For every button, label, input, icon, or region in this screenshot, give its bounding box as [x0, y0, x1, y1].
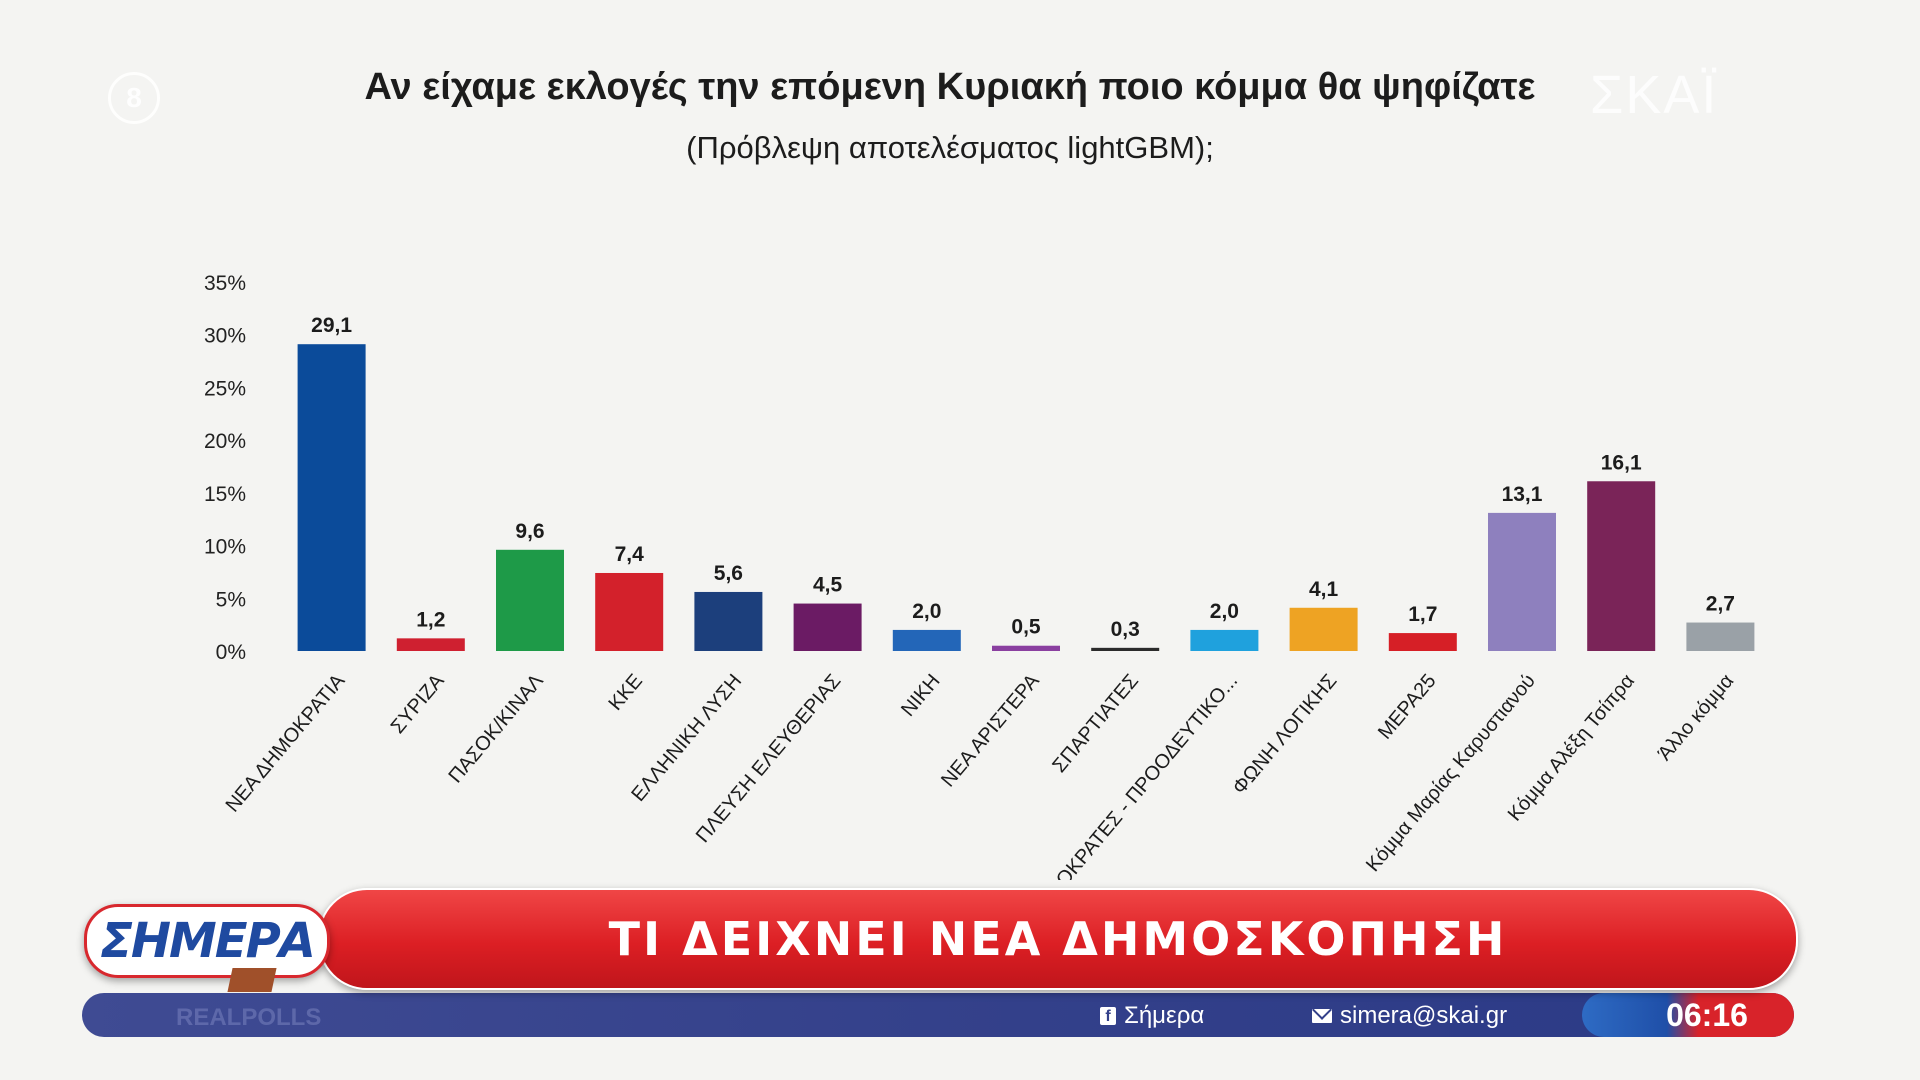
bar-value-label: 2,7: [1706, 593, 1735, 616]
bar: [1190, 629, 1259, 651]
y-tick-label: 30%: [204, 325, 246, 348]
show-logo: ΣΗΜΕΡΑ: [84, 904, 330, 978]
headline-text: ΤΙ ΔΕΙΧΝΕΙ ΝΕΑ ΔΗΜΟΣΚΟΠΗΣΗ: [608, 912, 1508, 966]
bar-value-label: 5,6: [714, 562, 743, 585]
chart-title: Αν είχαμε εκλογές την επόμενη Κυριακή πο…: [364, 66, 1536, 108]
y-tick-label: 0%: [216, 641, 246, 664]
bar-value-label: 2,0: [1210, 600, 1239, 623]
bar: [496, 549, 564, 651]
bar-value-label: 0,5: [1011, 616, 1041, 639]
bar-chart: 0% 5% 10% 15% 20% 25% 30% 35% 29,1 ΝΕΑ ΔΗΜΟΚΡΑΤΙΑ…: [204, 272, 1755, 880]
bar: [1388, 633, 1457, 651]
realpolls-watermark: REALPOLLS: [176, 1004, 322, 1031]
bar: [396, 638, 465, 651]
clock-time: 06:16: [1666, 997, 1748, 1033]
ticker-bar: [82, 993, 1794, 1037]
category-label: ΝΙΚΗ: [897, 670, 945, 721]
logo-brick-decoration: [227, 968, 277, 992]
bar: [694, 591, 763, 651]
bar: [1091, 647, 1160, 651]
bar: [1488, 512, 1556, 651]
bar-value-label: 1,7: [1408, 603, 1437, 626]
bar: [1289, 607, 1358, 651]
y-tick-label: 10%: [204, 536, 246, 559]
bar: [1686, 622, 1755, 651]
y-tick-label: 20%: [204, 430, 246, 453]
bar-value-label: 7,4: [615, 543, 645, 566]
bar: [297, 344, 366, 651]
email-label: simera@skai.gr: [1340, 1002, 1508, 1029]
category-label: ΕΛΛΗΝΙΚΗ ΛΥΣΗ: [627, 670, 746, 806]
category-label: ΔΗΜΟΚΡΑΤΕΣ - ΠΡΟΟΔΕΥΤΙΚΟ...: [1024, 670, 1243, 880]
email-link[interactable]: simera@skai.gr: [1312, 1001, 1507, 1031]
bar-value-label: 4,1: [1309, 578, 1339, 601]
category-label: Κόμμα Μαρίας Καρυστιανού: [1362, 670, 1540, 876]
bar-value-label: 16,1: [1601, 451, 1642, 474]
bar-value-label: 29,1: [311, 314, 352, 337]
facebook-icon: f: [1100, 1007, 1116, 1025]
clock-badge: 06:16: [1582, 993, 1794, 1037]
bar-value-label: 0,3: [1111, 618, 1140, 641]
station-watermark: ΣΚΑΪ: [1590, 65, 1719, 125]
bar-value-label: 1,2: [416, 608, 445, 631]
bar-value-label: 9,6: [515, 520, 544, 543]
category-label: ΜΕΡΑ25: [1374, 670, 1441, 743]
chart-subtitle: (Πρόβλεψη αποτελέσματος lightGBM);: [686, 130, 1214, 165]
show-logo-text: ΣΗΜΕΡΑ: [100, 913, 316, 969]
y-tick-label: 25%: [204, 377, 246, 400]
bar: [992, 645, 1060, 651]
category-label: ΚΚΕ: [604, 670, 647, 715]
facebook-label: Σήμερα: [1124, 1002, 1205, 1029]
category-label: Άλλο κόμμα: [1654, 670, 1738, 765]
bar-value-label: 2,0: [912, 600, 941, 623]
mail-icon: [1312, 1009, 1332, 1023]
bar: [892, 629, 961, 651]
y-tick-label: 5%: [216, 588, 246, 611]
category-label: ΣΠΑΡΤΙΑΤΕΣ: [1048, 670, 1143, 777]
bar: [1587, 481, 1656, 651]
bar-value-label: 4,5: [813, 574, 843, 597]
bar: [793, 603, 862, 651]
bar-value-label: 13,1: [1502, 483, 1543, 506]
category-label: ΣΥΡΙΖΑ: [387, 670, 449, 738]
y-tick-label: 35%: [204, 272, 246, 295]
category-label: ΦΩΝΗ ΛΟΓΙΚΗΣ: [1229, 670, 1342, 799]
channel-logo-icon: 8: [108, 72, 160, 124]
facebook-link[interactable]: f Σήμερα: [1100, 1001, 1204, 1031]
category-label: ΝΕΑ ΔΗΜΟΚΡΑΤΙΑ: [222, 670, 350, 817]
bar: [595, 572, 664, 651]
category-label: ΠΑΣΟΚ/ΚΙΝΑΛ: [444, 670, 548, 788]
y-tick-label: 15%: [204, 483, 246, 506]
category-label: ΝΕΑ ΑΡΙΣΤΕΡΑ: [937, 670, 1044, 792]
headline-banner: ΤΙ ΔΕΙΧΝΕΙ ΝΕΑ ΔΗΜΟΣΚΟΠΗΣΗ: [318, 888, 1798, 990]
